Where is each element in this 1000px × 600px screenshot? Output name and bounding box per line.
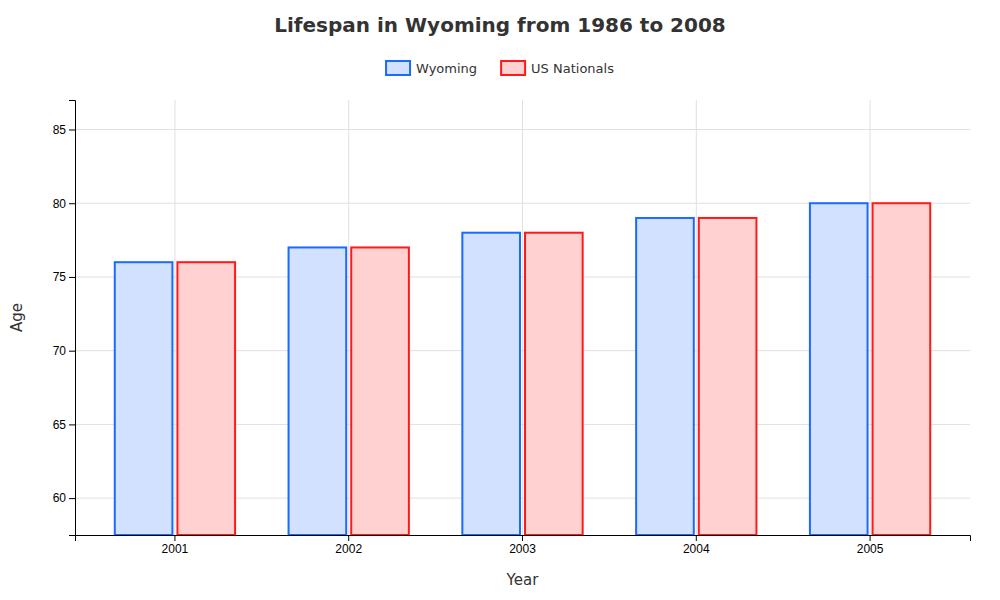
bars (115, 203, 930, 535)
x-tick-label: 2003 (509, 542, 536, 556)
x-tick-label: 2005 (857, 542, 884, 556)
y-tick-label: 65 (53, 418, 67, 432)
legend-swatch (386, 61, 410, 75)
bar-series (115, 203, 868, 535)
bar (699, 218, 757, 535)
bar (873, 203, 931, 535)
y-axis-title: Age (8, 303, 26, 332)
y-axis-line (69, 101, 76, 536)
x-tick-mark (870, 535, 871, 541)
legend-swatch (501, 61, 525, 75)
x-tick: 2002 (335, 535, 362, 556)
y-tick-label: 85 (53, 123, 67, 137)
y-tick: 85 (53, 123, 75, 137)
x-axis-line (76, 536, 971, 542)
x-tick: 2004 (683, 535, 710, 556)
y-axis: 60 65 70 75 80 85 (53, 101, 76, 536)
y-tick: 60 (53, 491, 75, 505)
bar (177, 262, 235, 535)
y-tick-mark (69, 351, 75, 352)
x-tick-label: 2004 (683, 542, 710, 556)
y-tick-mark (69, 277, 75, 278)
bar (810, 203, 868, 535)
grid-line-x (870, 100, 871, 535)
y-tick: 70 (53, 344, 75, 358)
plot: 2001 2002 2003 2004 2005 60 65 70 75 80 85 (53, 100, 971, 556)
chart: 2001 2002 2003 2004 2005 60 65 70 75 80 85 Lifespan… (0, 0, 1000, 600)
x-axis-title: Year (506, 571, 540, 589)
legend-item: US Nationals (501, 61, 614, 76)
y-tick: 75 (53, 270, 75, 284)
x-tick-label: 2001 (162, 542, 189, 556)
x-tick-mark (174, 535, 175, 541)
bar (525, 233, 583, 535)
legend-item: Wyoming (386, 61, 477, 76)
y-tick-mark (69, 129, 75, 130)
y-tick-label: 70 (53, 344, 67, 358)
legend-label: US Nationals (531, 61, 614, 76)
grid (75, 100, 970, 535)
bar (289, 247, 347, 535)
legend-label: Wyoming (416, 61, 477, 76)
bar (351, 247, 409, 535)
y-tick-label: 75 (53, 270, 67, 284)
legend: Wyoming US Nationals (386, 61, 614, 76)
y-tick: 65 (53, 418, 75, 432)
x-tick: 2003 (509, 535, 536, 556)
x-tick: 2001 (162, 535, 189, 556)
grid-line-x (696, 100, 697, 535)
y-tick-mark (69, 424, 75, 425)
grid-line-x (174, 100, 175, 535)
x-tick-label: 2002 (335, 542, 362, 556)
title: Lifespan in Wyoming from 1986 to 2008 (274, 13, 726, 37)
x-tick-mark (522, 535, 523, 541)
grid-line-x (522, 100, 523, 535)
bar-series (177, 203, 930, 535)
x-tick-mark (696, 535, 697, 541)
x-tick-mark (348, 535, 349, 541)
bar (636, 218, 694, 535)
y-tick: 80 (53, 197, 75, 211)
bar (115, 262, 173, 535)
y-tick-mark (69, 498, 75, 499)
y-tick-label: 60 (53, 491, 67, 505)
y-tick-mark (69, 203, 75, 204)
y-tick-label: 80 (53, 197, 67, 211)
bar (462, 233, 520, 535)
x-tick: 2005 (857, 535, 884, 556)
grid-line-x (348, 100, 349, 535)
x-axis: 2001 2002 2003 2004 2005 (76, 535, 971, 556)
